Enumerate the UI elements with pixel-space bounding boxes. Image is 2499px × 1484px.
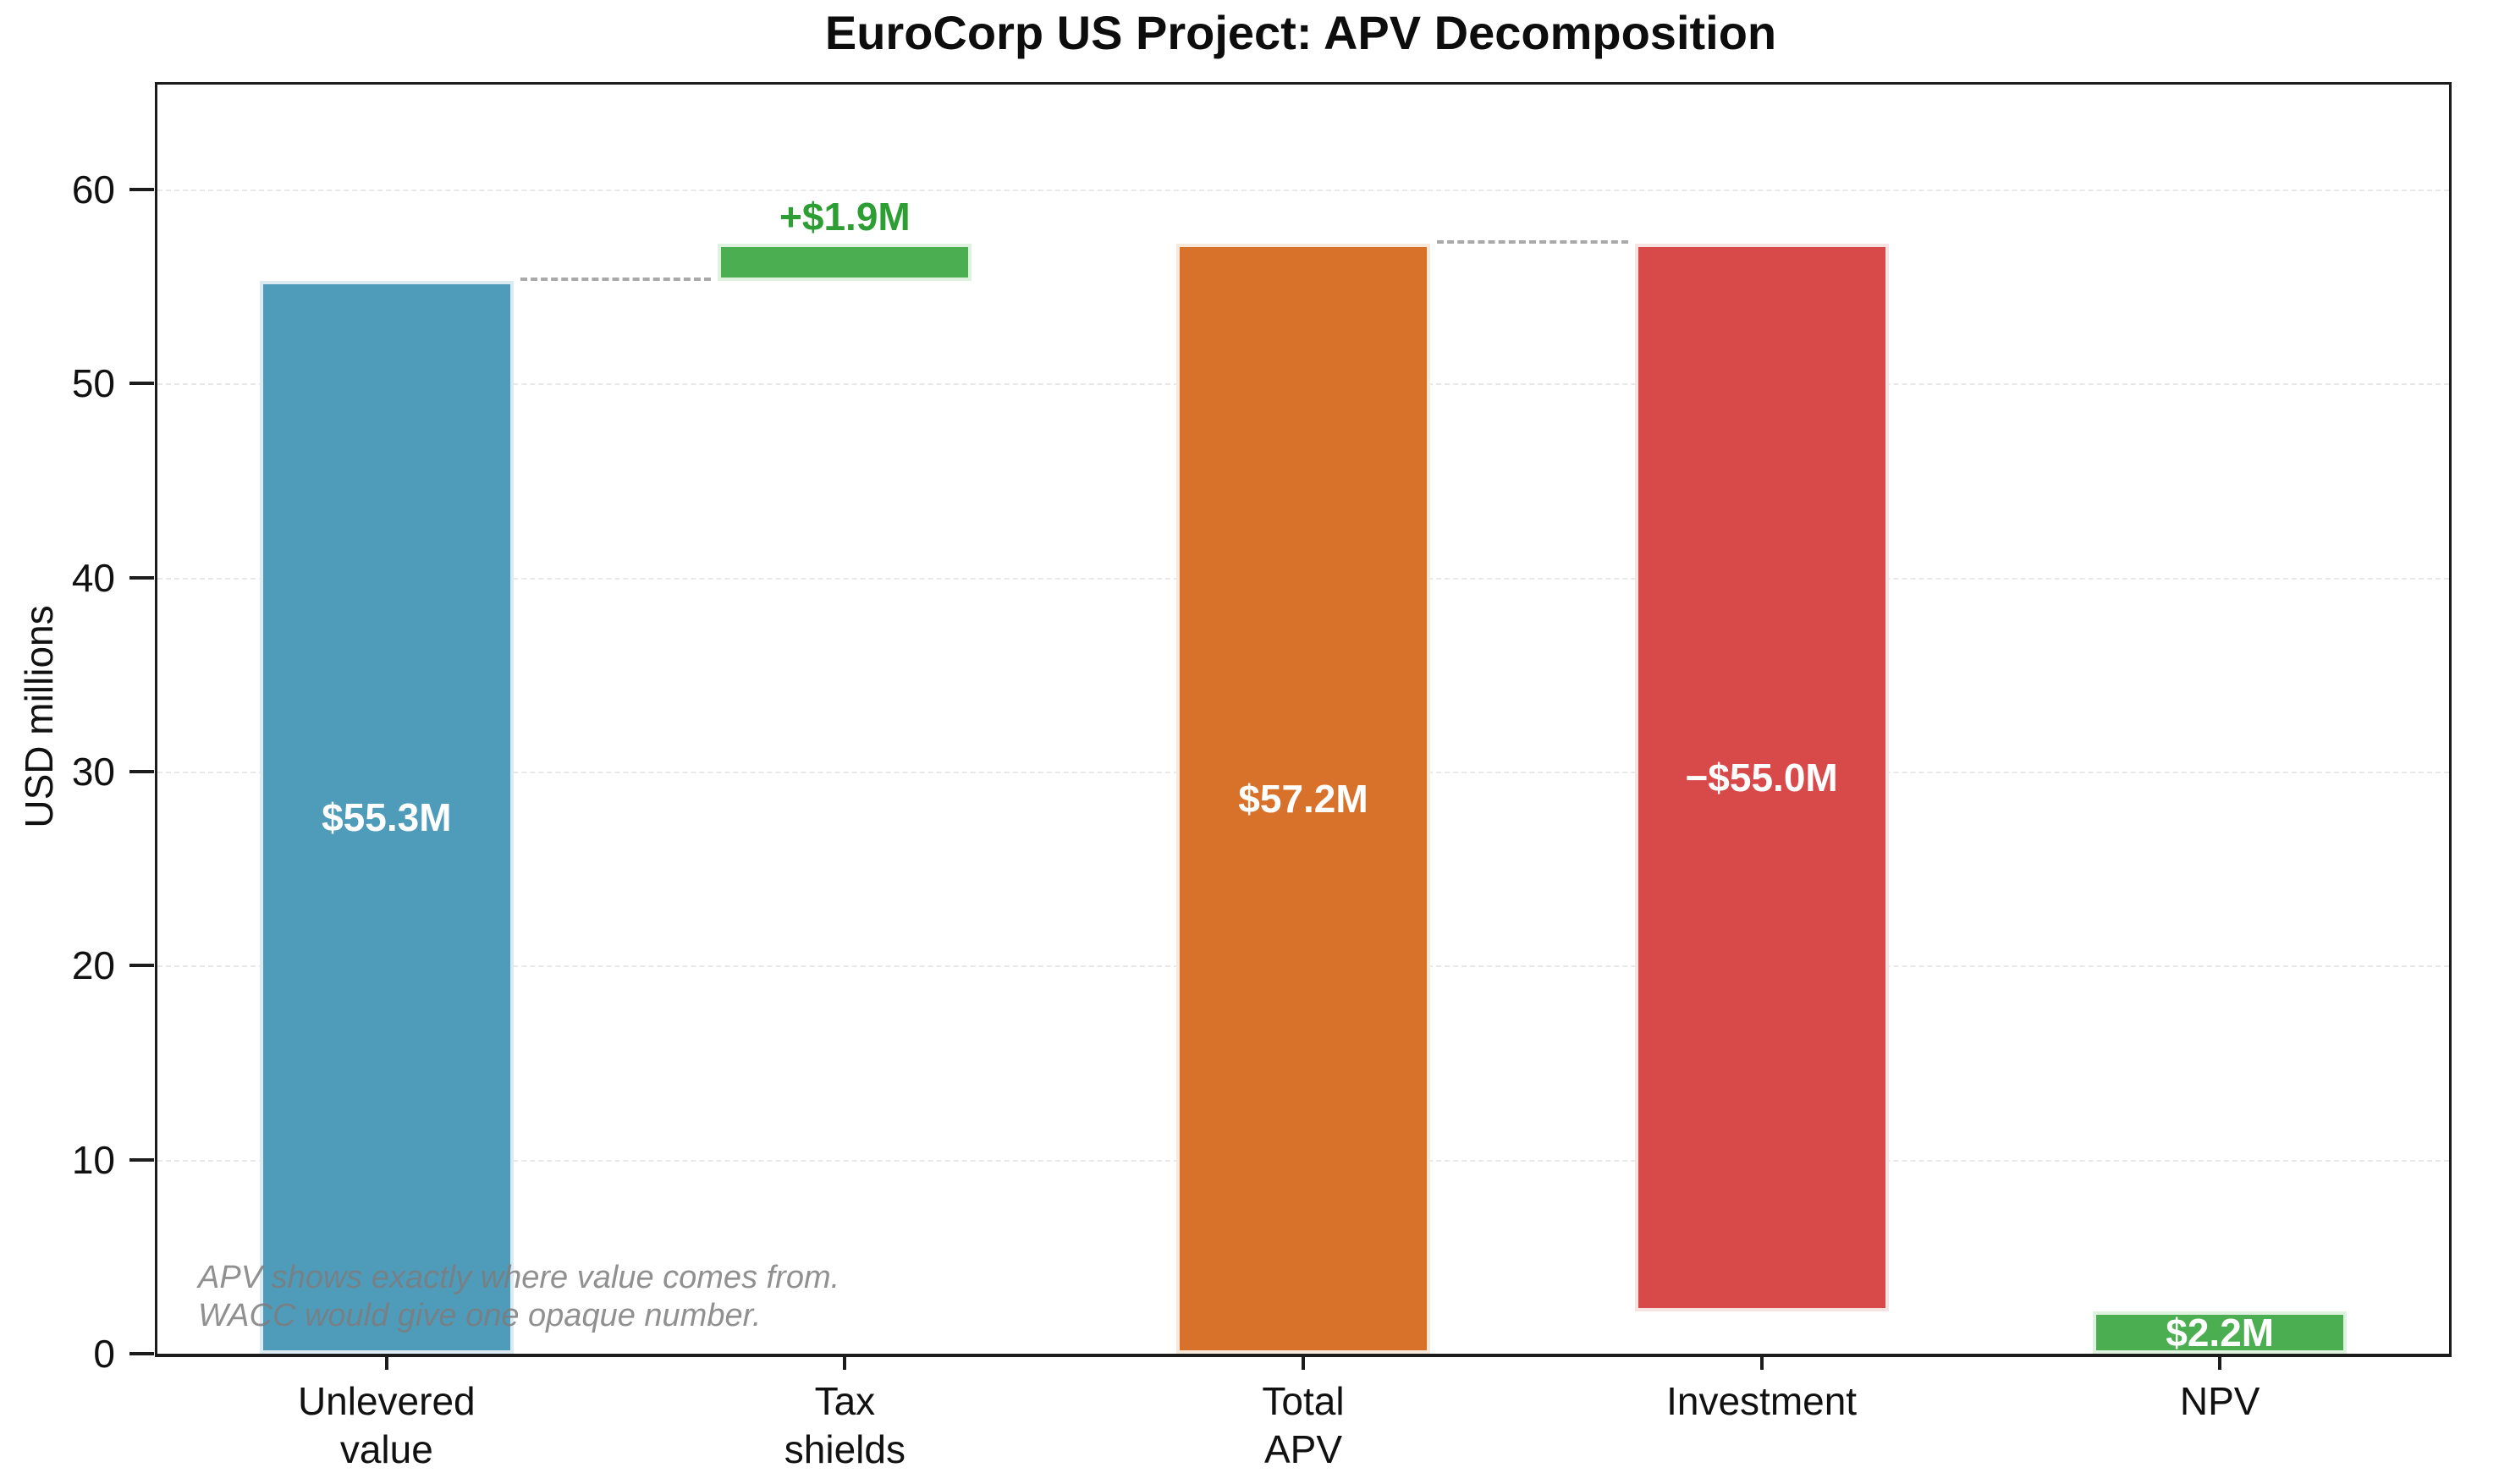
y-tick-label-50: 50 bbox=[71, 361, 115, 406]
y-tick-mark-40 bbox=[129, 575, 154, 580]
x-tick-label-unlevered-value: Unlevered value bbox=[158, 1377, 615, 1474]
x-tick-mark-investment bbox=[1759, 1355, 1764, 1370]
x-tick-label-line: Tax bbox=[814, 1379, 876, 1423]
bar-investment bbox=[1634, 244, 1889, 1311]
y-tick-label-10: 10 bbox=[71, 1137, 115, 1182]
x-tick-label-line: Total bbox=[1262, 1379, 1345, 1423]
annotation-line-1: APV shows exactly where value comes from… bbox=[198, 1260, 840, 1295]
y-tick-mark-10 bbox=[129, 1157, 154, 1162]
x-tick-mark-npv bbox=[2218, 1355, 2222, 1370]
y-tick-mark-50 bbox=[129, 382, 154, 386]
chart-annotation: APV shows exactly where value comes from… bbox=[198, 1259, 839, 1335]
y-tick-mark-30 bbox=[129, 769, 154, 773]
y-tick-label-30: 30 bbox=[71, 749, 115, 794]
y-tick-label-20: 20 bbox=[71, 943, 115, 988]
y-tick-label-60: 60 bbox=[71, 167, 115, 212]
bar-value-label-npv: $2.2M bbox=[2166, 1310, 2275, 1355]
x-tick-label-line: NPV bbox=[2179, 1379, 2260, 1423]
y-tick-mark-60 bbox=[129, 187, 154, 191]
bar-unlevered-value bbox=[259, 280, 514, 1354]
x-tick-label-line: value bbox=[339, 1427, 433, 1471]
x-tick-label-npv: NPV bbox=[1991, 1377, 2448, 1426]
chart-title: EuroCorp US Project: APV Decomposition bbox=[824, 6, 1777, 59]
bar-tax-shields bbox=[718, 244, 972, 281]
y-tick-label-0: 0 bbox=[93, 1332, 115, 1376]
annotation-line-2: WACC would give one opaque number. bbox=[198, 1298, 762, 1333]
bar-value-label-unlevered-value: $55.3M bbox=[322, 794, 452, 839]
bar-value-label-total-apv: $57.2M bbox=[1238, 777, 1368, 822]
gridline-60 bbox=[157, 189, 2449, 191]
bar-npv bbox=[2093, 1311, 2348, 1354]
y-tick-label-40: 40 bbox=[71, 555, 115, 600]
y-tick-mark-0 bbox=[129, 1352, 154, 1355]
y-tick-mark-20 bbox=[129, 964, 154, 968]
x-tick-label-line: Unlevered bbox=[297, 1379, 476, 1423]
x-tick-label-line: shields bbox=[784, 1427, 905, 1471]
plot-area: APV shows exactly where value comes from… bbox=[72, 82, 2452, 1471]
x-tick-mark-tax-shields bbox=[843, 1355, 847, 1370]
x-tick-mark-total-apv bbox=[1302, 1355, 1305, 1370]
x-tick-label-tax-shields: Tax shields bbox=[616, 1377, 1073, 1474]
x-tick-label-total-apv: Total APV bbox=[1075, 1377, 1532, 1474]
waterfall-connector-1 bbox=[1437, 240, 1628, 245]
waterfall-connector-0 bbox=[520, 277, 712, 281]
x-tick-mark-unlevered-value bbox=[384, 1355, 388, 1370]
bar-value-label-investment: −$55.0M bbox=[1685, 755, 1838, 800]
x-tick-label-investment: Investment bbox=[1533, 1377, 1990, 1426]
bar-total-apv bbox=[1176, 244, 1430, 1354]
x-tick-label-line: Investment bbox=[1666, 1379, 1858, 1423]
bar-value-label-tax-shields: +$1.9M bbox=[779, 195, 911, 239]
x-tick-label-line: APV bbox=[1263, 1427, 1343, 1471]
